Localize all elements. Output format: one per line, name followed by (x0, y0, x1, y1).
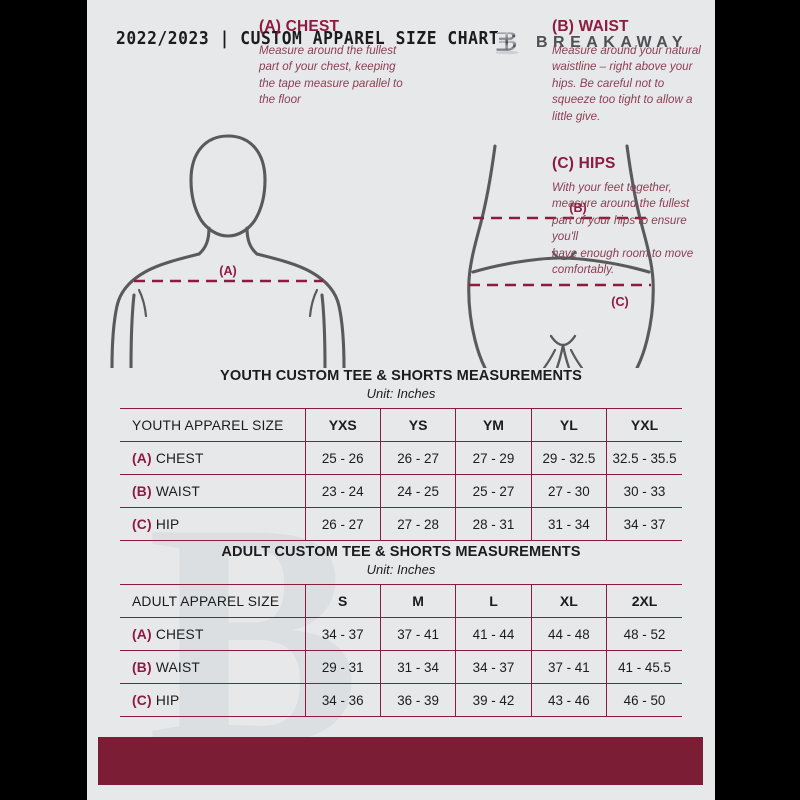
adult-r1-c4: 41 - 45.5 (606, 650, 682, 684)
adult-row-1-label: (B) WAIST (120, 650, 306, 684)
callout-hips: (C) HIPS With your feet together, measur… (552, 155, 704, 279)
youth-row-0-label: (A) CHEST (120, 441, 306, 475)
adult-r0-c1: 37 - 41 (380, 617, 457, 651)
youth-row-1-label: (B) WAIST (120, 474, 306, 508)
adult-r1-c1: 31 - 34 (380, 650, 457, 684)
adult-size-table: ADULT APPAREL SIZE S M L XL 2XL (A) CHES… (120, 584, 682, 717)
youth-r2-c3: 31 - 34 (531, 507, 608, 541)
youth-r0-c3: 29 - 32.5 (531, 441, 608, 475)
youth-r1-c0: 23 - 24 (305, 474, 381, 508)
adult-r0-c2: 41 - 44 (455, 617, 532, 651)
adult-size-col-3: XL (531, 584, 608, 618)
youth-table-unit: Unit: Inches (366, 386, 436, 401)
page-header: 2022/2023 | CUSTOM APPAREL SIZE CHART (87, 28, 715, 62)
callout-hips-body: With your feet together, measure around … (552, 181, 694, 277)
youth-r2-c0: 26 - 27 (305, 507, 381, 541)
youth-r0-c2: 27 - 29 (455, 441, 532, 475)
table-row: (B) WAIST 23 - 24 24 - 25 25 - 27 27 - 3… (120, 474, 682, 508)
youth-r0-c0: 25 - 26 (305, 441, 381, 475)
youth-size-col-1: YS (380, 408, 457, 442)
adult-size-col-2: L (455, 584, 532, 618)
youth-row-2-label: (C) HIP (120, 507, 306, 541)
size-chart-page: B 2022/2023 | CUSTOM APPAREL SIZE CHART (87, 0, 715, 800)
youth-r0-c1: 26 - 27 (380, 441, 457, 475)
table-row: (A) CHEST 25 - 26 26 - 27 27 - 29 29 - 3… (120, 441, 682, 475)
youth-r2-c4: 34 - 37 (606, 507, 682, 541)
adult-r0-c4: 48 - 52 (606, 617, 682, 651)
adult-r2-c0: 34 - 36 (305, 683, 381, 717)
youth-size-col-2: YM (455, 408, 532, 442)
breakaway-b-monogram-icon (495, 32, 519, 55)
adult-r2-c3: 43 - 46 (531, 683, 608, 717)
youth-size-header: YOUTH APPAREL SIZE (120, 408, 306, 442)
adult-size-col-0: S (305, 584, 381, 618)
adult-size-col-4: 2XL (606, 584, 682, 618)
adult-row-0-label: (A) CHEST (120, 617, 306, 651)
youth-size-table: YOUTH APPAREL SIZE YXS YS YM YL YXL (A) … (120, 408, 682, 541)
waist-line-label: (B) (569, 201, 586, 215)
adult-r0-c0: 34 - 37 (305, 617, 381, 651)
adult-r1-c2: 34 - 37 (455, 650, 532, 684)
chest-line-label: (A) (219, 264, 236, 278)
table-row: (B) WAIST 29 - 31 31 - 34 34 - 37 37 - 4… (120, 650, 682, 684)
adult-size-table-block: ADULT CUSTOM TEE & SHORTS MEASUREMENTS U… (120, 544, 682, 717)
adult-r2-c1: 36 - 39 (380, 683, 457, 717)
youth-table-title: YOUTH CUSTOM TEE & SHORTS MEASUREMENTS (220, 368, 582, 384)
youth-size-col-4: YXL (606, 408, 682, 442)
hip-line-label: (C) (611, 295, 628, 309)
adult-r2-c4: 46 - 50 (606, 683, 682, 717)
adult-r1-c3: 37 - 41 (531, 650, 608, 684)
adult-size-header: ADULT APPAREL SIZE (120, 584, 306, 618)
measurement-figures-svg: (A) (B) (C) (110, 134, 655, 368)
adult-r2-c2: 39 - 42 (455, 683, 532, 717)
brand-name: BREAKAWAY (535, 34, 688, 51)
callout-chest: (A) CHEST Measure around the fullest par… (259, 18, 409, 109)
callout-waist-title: (B) WAIST (552, 18, 629, 35)
callout-chest-title: (A) CHEST (259, 18, 340, 35)
callout-waist-body: Measure around your natural waistline – … (552, 44, 701, 123)
table-row: (C) HIP 26 - 27 27 - 28 28 - 31 31 - 34 … (120, 507, 682, 541)
footer-bar (98, 737, 703, 785)
adult-table-title: ADULT CUSTOM TEE & SHORTS MEASUREMENTS (221, 544, 581, 560)
youth-table-header-row: YOUTH APPAREL SIZE YXS YS YM YL YXL (120, 408, 682, 442)
adult-r1-c0: 29 - 31 (305, 650, 381, 684)
youth-size-col-0: YXS (305, 408, 381, 442)
callout-waist: (B) WAIST Measure around your natural wa… (552, 18, 704, 125)
youth-r1-c4: 30 - 33 (606, 474, 682, 508)
header-title: 2022/2023 | CUSTOM APPAREL SIZE CHART (116, 29, 500, 49)
youth-r2-c2: 28 - 31 (455, 507, 532, 541)
youth-r1-c1: 24 - 25 (380, 474, 457, 508)
callout-chest-body: Measure around the fullest part of your … (259, 44, 403, 107)
adult-table-unit: Unit: Inches (366, 562, 436, 577)
body-diagrams: (A) (B) (C) (87, 68, 715, 368)
brand-lockup: BREAKAWAY (490, 26, 688, 60)
table-row: (C) HIP 34 - 36 36 - 39 39 - 42 43 - 46 … (120, 683, 682, 717)
youth-r1-c2: 25 - 27 (455, 474, 532, 508)
adult-size-col-1: M (380, 584, 457, 618)
youth-r2-c1: 27 - 28 (380, 507, 457, 541)
youth-size-table-block: YOUTH CUSTOM TEE & SHORTS MEASUREMENTS U… (120, 368, 682, 541)
youth-r0-c4: 32.5 - 35.5 (606, 441, 682, 475)
table-row: (A) CHEST 34 - 37 37 - 41 41 - 44 44 - 4… (120, 617, 682, 651)
youth-r1-c3: 27 - 30 (531, 474, 608, 508)
callout-hips-title: (C) HIPS (552, 155, 616, 172)
adult-r0-c3: 44 - 48 (531, 617, 608, 651)
adult-table-header-row: ADULT APPAREL SIZE S M L XL 2XL (120, 584, 682, 618)
adult-row-2-label: (C) HIP (120, 683, 306, 717)
youth-size-col-3: YL (531, 408, 608, 442)
